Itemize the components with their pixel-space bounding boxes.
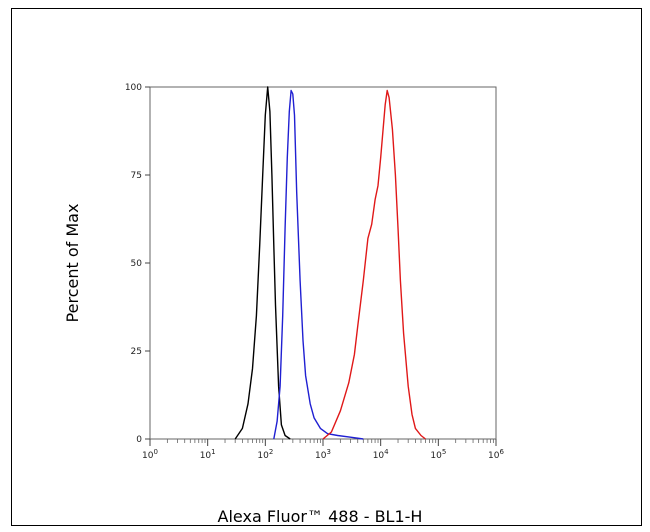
x-tick-label: 101 (200, 448, 216, 461)
y-tick-label: 25 (131, 347, 142, 357)
y-axis-title: Percent of Max (63, 204, 82, 323)
y-tick-label: 0 (136, 435, 142, 445)
histogram-series-3 (322, 89, 426, 440)
x-tick-label: 103 (315, 448, 331, 461)
x-axis-title: Alexa Fluor™ 488 - BL1-H (218, 507, 423, 526)
x-tick-label: 104 (373, 448, 389, 461)
figure-frame (11, 8, 642, 526)
y-tick-label: 100 (125, 83, 142, 93)
histogram-series-1 (234, 86, 291, 440)
y-tick-label: 50 (131, 259, 143, 269)
x-tick-label: 106 (488, 448, 504, 461)
x-tick-label: 100 (142, 448, 158, 461)
x-tick-label: 102 (257, 448, 273, 461)
histogram-series-2 (273, 89, 364, 440)
x-tick-label: 105 (430, 448, 446, 461)
plot-area (149, 86, 497, 440)
y-tick-label: 75 (131, 171, 142, 181)
